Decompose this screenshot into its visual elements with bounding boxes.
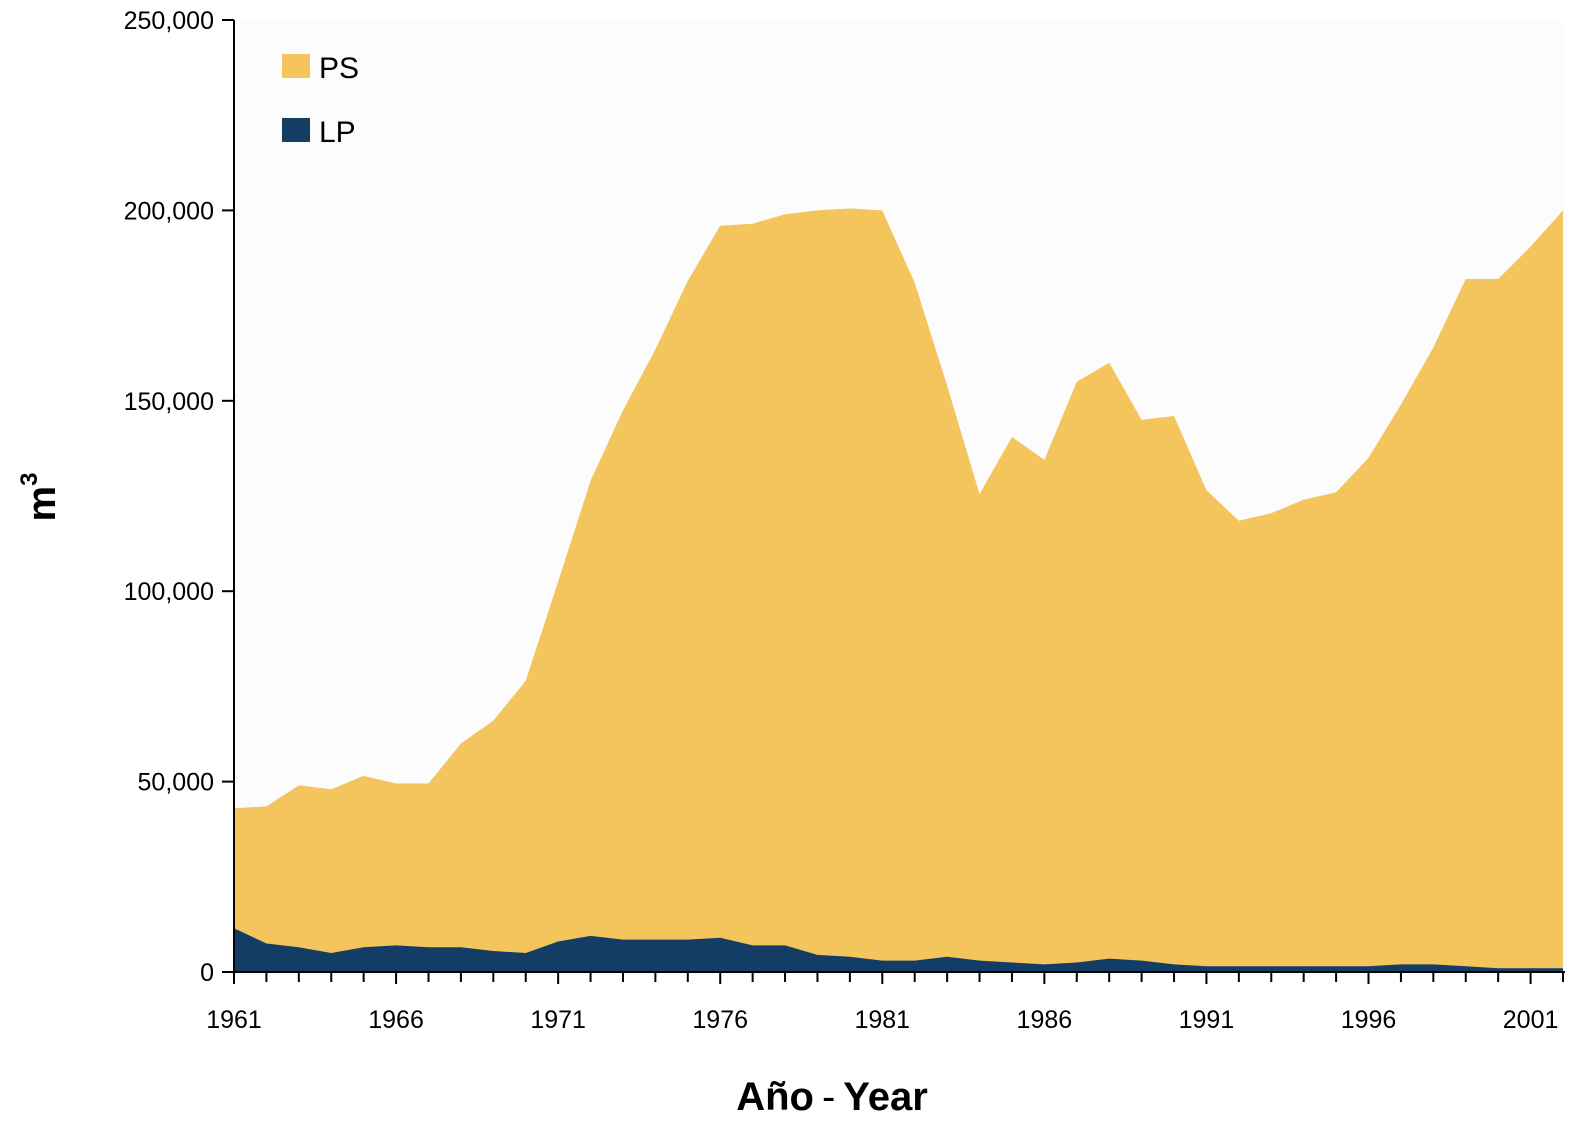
legend: PS LP — [282, 52, 359, 149]
x-tick-label: 1991 — [1179, 1006, 1235, 1034]
legend-label-ps: PS — [319, 52, 359, 85]
x-tick-label: 1981 — [854, 1006, 910, 1034]
x-axis-title-es: Año — [736, 1075, 814, 1119]
y-axis-title-base: m — [20, 486, 64, 522]
y-tick-label: 250,000 — [124, 7, 214, 35]
legend-swatch-lp — [282, 118, 310, 142]
x-tick-label: 1961 — [206, 1006, 262, 1034]
x-tick-label: 2001 — [1503, 1006, 1559, 1034]
legend-swatch-ps — [282, 54, 310, 78]
axes-group — [233, 20, 1565, 973]
x-tick-label: 1986 — [1017, 1006, 1073, 1034]
x-tick-label: 1966 — [368, 1006, 424, 1034]
y-tick-label: 0 — [200, 959, 214, 987]
area-series-lp — [234, 928, 1563, 972]
x-axis-title-separator: - — [822, 1075, 835, 1119]
y-tick-label: 200,000 — [124, 197, 214, 225]
area-series-group — [234, 208, 1563, 973]
y-tick-label: 100,000 — [124, 578, 214, 606]
x-tick-label: 1976 — [692, 1006, 748, 1034]
x-axis-title: Año - Year — [736, 1075, 928, 1119]
tick-group: 0 50,000 100,000 150,000 200,000 250,000 1961 1… — [124, 7, 1564, 1034]
x-axis-title-en: Year — [843, 1075, 928, 1119]
y-tick-label: 50,000 — [138, 769, 214, 797]
x-tick-label: 1996 — [1341, 1006, 1397, 1034]
legend-label-lp: LP — [319, 116, 356, 149]
area-series-ps — [234, 208, 1563, 973]
y-axis-title-superscript: 3 — [16, 473, 43, 486]
y-tick-label: 150,000 — [124, 388, 214, 416]
y-axis-title: m3 — [16, 473, 64, 522]
x-tick-label: 1971 — [530, 1006, 586, 1034]
